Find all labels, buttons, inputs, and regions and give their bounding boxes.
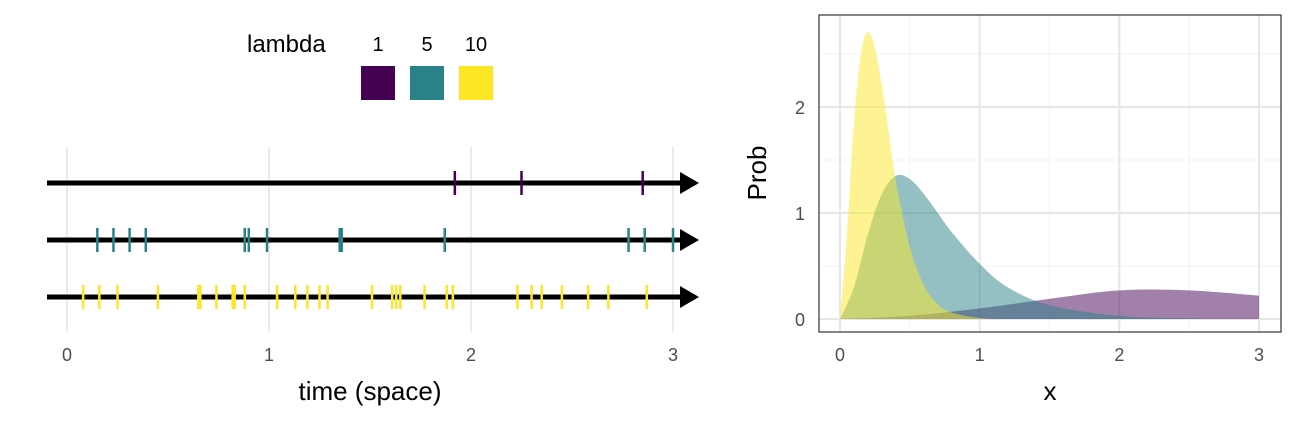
legend-title: lambda: [247, 31, 326, 58]
left-x-axis-label: time (space): [298, 376, 441, 406]
legend-swatch-10: [459, 66, 493, 100]
legend-label-1: 1: [372, 34, 383, 56]
right-y-axis-label: Prob: [742, 146, 772, 201]
right-x-tick-label: 0: [835, 345, 845, 365]
left-x-tick-label: 2: [466, 345, 476, 365]
timeline-arrows: [47, 172, 699, 308]
right-y-tick-label: 0: [795, 310, 805, 330]
timeline-arrowhead-5: [680, 229, 699, 251]
right-x-tick-label: 1: [975, 345, 985, 365]
left-x-tick-label: 0: [62, 345, 72, 365]
event-ticks: [81, 171, 675, 309]
poisson-timeline-chart: lambda 1 5 10 0 1 2 3 time (space): [47, 31, 699, 406]
right-x-tick-label: 3: [1254, 345, 1264, 365]
timeline-arrowhead-10: [680, 286, 699, 308]
right-y-tick-label: 1: [795, 204, 805, 224]
legend-label-10: 10: [465, 34, 487, 56]
density-area-1: [840, 289, 1259, 319]
left-x-tick-labels: 0 1 2 3: [62, 345, 678, 365]
timeline-arrowhead-1: [680, 172, 699, 194]
density-area-10: [840, 31, 1259, 320]
legend-label-5: 5: [421, 34, 432, 56]
density-areas: [840, 31, 1259, 320]
right-y-tick-label: 2: [795, 98, 805, 118]
left-x-tick-label: 3: [668, 345, 678, 365]
left-x-tick-label: 1: [264, 345, 274, 365]
density-chart: 0 1 2 3 0 1 2 x Prob: [742, 14, 1282, 406]
right-y-tick-labels: 0 1 2: [795, 98, 805, 330]
right-x-tick-labels: 0 1 2 3: [835, 345, 1264, 365]
right-x-axis-label: x: [1044, 376, 1057, 406]
right-x-tick-label: 2: [1114, 345, 1124, 365]
left-legend: lambda 1 5 10: [247, 31, 493, 100]
legend-swatch-1: [361, 66, 395, 100]
density-area-5: [840, 174, 1259, 319]
plot-border: [818, 14, 1282, 333]
legend-swatch-5: [410, 66, 444, 100]
